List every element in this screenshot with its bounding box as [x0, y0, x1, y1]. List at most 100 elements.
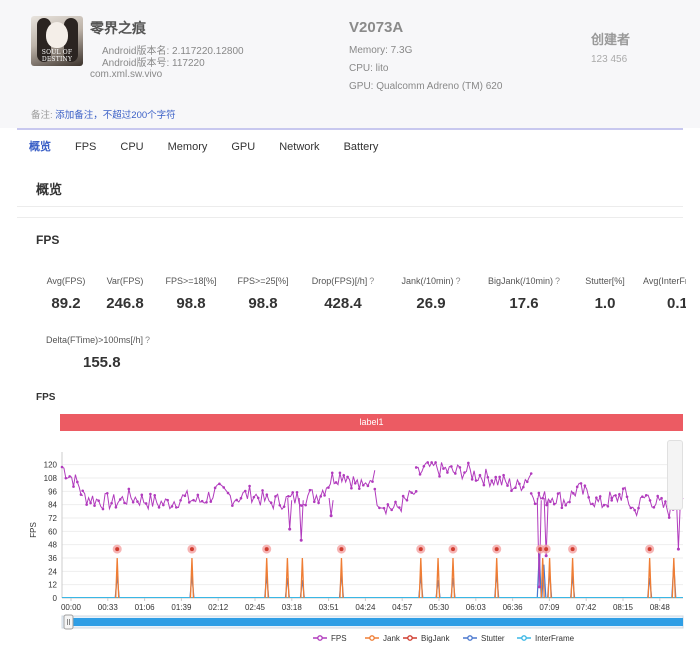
fps-point	[136, 500, 139, 503]
fps-point	[610, 499, 613, 502]
tab-fps[interactable]: FPS	[75, 141, 97, 153]
fps-point	[162, 503, 165, 507]
fps-point	[637, 506, 640, 510]
fps-point	[414, 466, 418, 469]
fps-point	[265, 493, 269, 497]
stat-var-fps: Var(FPS) 246.8	[80, 276, 170, 312]
chart-grid	[61, 452, 683, 599]
legend-item-fps[interactable]: FPS	[313, 634, 347, 643]
stat-fps-18: FPS>=18[%] 98.8	[146, 276, 236, 312]
fps-point	[209, 500, 213, 503]
fps-point	[405, 498, 409, 502]
fps-point	[529, 492, 533, 495]
fps-point	[598, 495, 602, 498]
fps-point	[502, 473, 505, 477]
tab-gpu[interactable]: GPU	[231, 141, 256, 153]
fps-point	[552, 502, 556, 506]
app-icon: SOUL OF DESTINY	[31, 16, 83, 66]
legend-item-jank[interactable]: Jank	[365, 634, 401, 643]
x-axis-ticks: 00:00 00:33 01:06 01:39 02:12 02:45 03:18 03:51…	[61, 598, 670, 612]
fps-point	[353, 482, 357, 485]
legend-label: FPS	[331, 634, 347, 643]
fps-point	[463, 471, 466, 474]
help-icon[interactable]: ?	[455, 276, 461, 286]
y-tick-label: 72	[48, 514, 57, 523]
tab-battery[interactable]: Battery	[343, 141, 379, 153]
tab-network[interactable]: Network	[279, 141, 320, 153]
fps-point	[342, 473, 346, 477]
legend-label: Jank	[383, 634, 401, 643]
fps-point	[629, 506, 633, 510]
fps-point	[68, 475, 71, 478]
legend-item-bigjank[interactable]: BigJank	[403, 634, 450, 643]
divider	[17, 206, 683, 207]
fps-point	[261, 489, 264, 492]
stat-label: Jank(/10min)?	[401, 276, 461, 286]
legend-symbol	[317, 635, 323, 641]
jank-spike	[435, 557, 441, 599]
tab-cpu[interactable]: CPU	[120, 141, 144, 153]
y-tick-label: 0	[53, 594, 58, 603]
jank-spike	[300, 557, 305, 599]
side-drag-handle[interactable]	[667, 440, 683, 510]
scrollbar-handle[interactable]	[63, 614, 74, 630]
fps-point	[386, 503, 390, 506]
device-name: V2073A	[349, 19, 404, 36]
fps-dip	[287, 497, 293, 530]
add-note-link[interactable]: 添加备注，不超过200个字符	[55, 110, 176, 121]
fps-point	[304, 503, 307, 507]
fps-point	[174, 506, 178, 509]
fps-point	[357, 487, 361, 490]
stat-label: Drop(FPS)[/h]?	[311, 276, 375, 286]
fps-chart[interactable]: 0 12 24 36 48 60 72 84 96 108 120 FPS 00:00 00:33 01…	[0, 438, 700, 646]
app-name: 零界之痕	[90, 20, 146, 36]
stat-value: 98.8	[176, 295, 206, 312]
fps-dip-point	[544, 554, 548, 558]
fps-point	[114, 505, 118, 509]
tab-memory[interactable]: Memory	[167, 141, 208, 153]
jank-spike	[418, 557, 423, 599]
fps-point	[362, 483, 365, 487]
fps-point	[583, 484, 587, 487]
fps-point	[295, 490, 299, 494]
fps-point	[79, 493, 83, 496]
tab-overview[interactable]: 概览	[29, 141, 51, 153]
fps-point	[633, 508, 636, 512]
fps-point	[422, 464, 426, 468]
fps-point	[378, 506, 381, 510]
bigjank-marker	[264, 547, 269, 552]
tab-bar: 概览 FPS CPU Memory GPU Network Battery	[17, 128, 683, 164]
help-icon[interactable]: ?	[369, 276, 375, 286]
fps-point	[442, 467, 445, 470]
fps-point	[346, 475, 349, 479]
label-bar[interactable]: label1	[60, 414, 683, 431]
stat-avg-fps: Avg(FPS) 89.2	[21, 276, 111, 312]
legend-item-interframe[interactable]: InterFrame	[517, 634, 575, 643]
fps-point	[157, 506, 161, 509]
fps-dip-point	[299, 538, 303, 542]
fps-point	[664, 500, 667, 503]
help-icon[interactable]: ?	[555, 276, 561, 286]
fps-point	[319, 495, 323, 498]
scrollbar-range[interactable]	[72, 618, 683, 626]
fps-point	[510, 489, 513, 493]
fps-dip	[328, 497, 334, 516]
fps-point	[323, 494, 326, 497]
y-tick-label: 60	[48, 527, 57, 536]
fps-point	[76, 480, 79, 484]
legend-label: BigJank	[421, 634, 450, 643]
fps-point	[529, 472, 533, 475]
fps-point	[366, 484, 370, 488]
chart-title: FPS	[36, 392, 56, 403]
stat-label: Var(FPS)	[106, 276, 144, 286]
fps-point	[482, 483, 486, 487]
fps-point	[338, 471, 342, 475]
x-tick-label: 05:30	[429, 603, 450, 612]
legend-item-stutter[interactable]: Stutter	[463, 634, 505, 643]
y-tick-label: 108	[44, 474, 58, 483]
fps-point	[256, 496, 260, 500]
fps-point	[560, 506, 564, 510]
bigjank-marker	[494, 547, 499, 552]
help-icon[interactable]: ?	[144, 335, 150, 345]
fps-point	[269, 501, 273, 505]
